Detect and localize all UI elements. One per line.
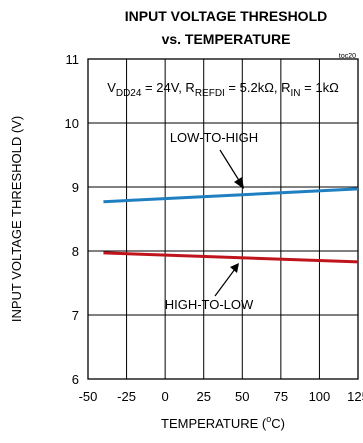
x-tick-label: 75 xyxy=(274,389,288,404)
low-to-high-arrowhead xyxy=(234,177,244,189)
x-axis-label: TEMPERATURE (oC) xyxy=(161,414,285,431)
y-tick-label: 7 xyxy=(72,308,79,323)
conditions-label: VDD24 = 24V, RREFDI = 5.2kΩ, RIN = 1kΩ xyxy=(107,80,339,99)
x-tick-label: 50 xyxy=(235,389,249,404)
y-tick-label: 6 xyxy=(72,372,79,387)
chart-subtitle: vs. TEMPERATURE xyxy=(162,31,291,47)
y-tick-labels: 6 7 8 9 10 11 xyxy=(65,52,79,387)
y-tick-label: 10 xyxy=(65,116,79,131)
x-tick-label: 100 xyxy=(309,389,331,404)
high-to-low-arrowhead xyxy=(230,263,239,273)
series-lines xyxy=(103,187,359,264)
series-label-low-to-high: LOW-TO-HIGH xyxy=(170,130,258,145)
x-tick-label: -25 xyxy=(117,389,136,404)
plot-frame xyxy=(87,58,359,380)
x-tick-label: 0 xyxy=(162,389,169,404)
series-line-low-to-high xyxy=(103,187,359,204)
y-axis-label: INPUT VOLTAGE THRESHOLD (V) xyxy=(9,116,24,322)
low-to-high-arrow-line xyxy=(219,149,241,183)
x-tick-label: 125 xyxy=(347,389,363,404)
x-tick-labels: -50 -25 0 25 50 75 100 125 xyxy=(79,389,363,404)
series-line-high-to-low xyxy=(103,251,359,264)
figure-id: toc20 xyxy=(339,53,356,60)
x-tick-label: 25 xyxy=(196,389,210,404)
grid xyxy=(88,59,358,379)
y-tick-label: 11 xyxy=(66,52,80,67)
x-tick-label: -50 xyxy=(79,389,98,404)
y-tick-label: 8 xyxy=(72,244,79,259)
high-to-low-arrow-line xyxy=(214,268,236,297)
series-label-high-to-low: HIGH-TO-LOW xyxy=(165,297,254,312)
chart-title: INPUT VOLTAGE THRESHOLD xyxy=(125,8,327,24)
y-tick-label: 9 xyxy=(72,180,79,195)
